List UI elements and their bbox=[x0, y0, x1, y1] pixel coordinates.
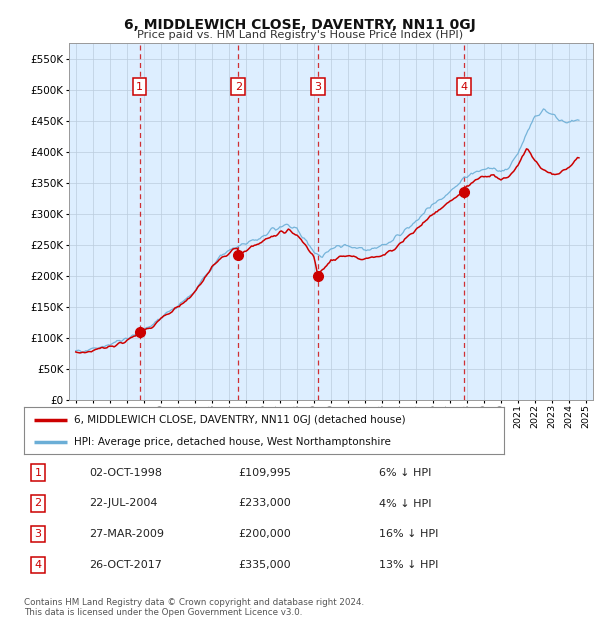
Text: 4: 4 bbox=[460, 82, 467, 92]
Text: HPI: Average price, detached house, West Northamptonshire: HPI: Average price, detached house, West… bbox=[74, 437, 391, 447]
Text: 6% ↓ HPI: 6% ↓ HPI bbox=[379, 467, 431, 477]
Text: 4: 4 bbox=[35, 560, 41, 570]
Text: 3: 3 bbox=[35, 529, 41, 539]
Text: 6, MIDDLEWICH CLOSE, DAVENTRY, NN11 0GJ (detached house): 6, MIDDLEWICH CLOSE, DAVENTRY, NN11 0GJ … bbox=[74, 415, 406, 425]
Text: 4% ↓ HPI: 4% ↓ HPI bbox=[379, 498, 432, 508]
Text: 3: 3 bbox=[314, 82, 322, 92]
Text: 2: 2 bbox=[35, 498, 41, 508]
Text: £200,000: £200,000 bbox=[238, 529, 291, 539]
Text: 26-OCT-2017: 26-OCT-2017 bbox=[89, 560, 162, 570]
Text: Price paid vs. HM Land Registry's House Price Index (HPI): Price paid vs. HM Land Registry's House … bbox=[137, 30, 463, 40]
Text: This data is licensed under the Open Government Licence v3.0.: This data is licensed under the Open Gov… bbox=[24, 608, 302, 617]
Text: 27-MAR-2009: 27-MAR-2009 bbox=[89, 529, 164, 539]
Text: £233,000: £233,000 bbox=[238, 498, 291, 508]
Text: 13% ↓ HPI: 13% ↓ HPI bbox=[379, 560, 439, 570]
Text: Contains HM Land Registry data © Crown copyright and database right 2024.: Contains HM Land Registry data © Crown c… bbox=[24, 598, 364, 607]
Text: £335,000: £335,000 bbox=[238, 560, 291, 570]
Text: 02-OCT-1998: 02-OCT-1998 bbox=[89, 467, 162, 477]
Text: 1: 1 bbox=[136, 82, 143, 92]
Text: 2: 2 bbox=[235, 82, 242, 92]
Text: 22-JUL-2004: 22-JUL-2004 bbox=[89, 498, 157, 508]
Text: £109,995: £109,995 bbox=[238, 467, 292, 477]
Text: 16% ↓ HPI: 16% ↓ HPI bbox=[379, 529, 439, 539]
Text: 1: 1 bbox=[35, 467, 41, 477]
Text: 6, MIDDLEWICH CLOSE, DAVENTRY, NN11 0GJ: 6, MIDDLEWICH CLOSE, DAVENTRY, NN11 0GJ bbox=[124, 18, 476, 32]
